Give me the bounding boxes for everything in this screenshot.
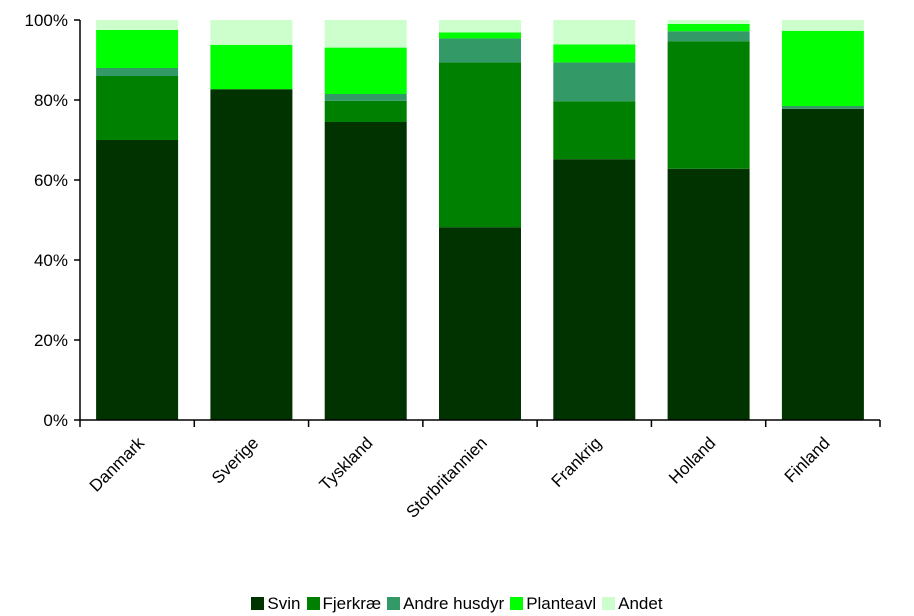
legend-swatch: [306, 597, 320, 610]
bar-holland-series-3: [667, 24, 750, 32]
legend-item: Svin: [251, 594, 301, 614]
bar-frankrig-series-2: [553, 62, 636, 102]
bar-tyskland-series-0: [324, 122, 407, 420]
bar-storbritannien-series-4: [439, 20, 521, 33]
y-tick-label: 40%: [34, 251, 68, 270]
legend-item: Andre husdyr: [387, 594, 504, 614]
bar-frankrig-series-3: [553, 44, 636, 63]
y-tick-label: 100%: [25, 11, 68, 30]
bar-holland-series-0: [667, 168, 750, 420]
y-tick-label: 0%: [43, 411, 68, 430]
bar-danmark-series-2: [96, 68, 179, 76]
bar-danmark-series-4: [96, 20, 179, 30]
x-category-label: Sverige: [208, 433, 262, 487]
bar-tyskland-series-1: [324, 100, 407, 122]
legend-swatch: [510, 597, 524, 610]
bar-storbritannien-series-2: [439, 38, 521, 63]
x-category-label: Storbritannien: [403, 433, 491, 521]
x-category-label: Danmark: [86, 433, 149, 496]
bar-storbritannien-series-1: [439, 62, 521, 228]
bar-danmark-series-0: [96, 140, 179, 420]
bar-holland-series-2: [667, 31, 750, 42]
bars-layer: [96, 20, 864, 421]
bar-sverige-series-0: [210, 89, 293, 420]
chart-svg: 0% 20% 40% 60% 80% 100% Danmark Sverige Tyskland…: [25, 11, 881, 522]
legend-label: Svin: [267, 594, 301, 613]
x-category-label: Finland: [781, 433, 834, 486]
y-tick-label: 80%: [34, 91, 68, 110]
bar-tyskland-series-2: [324, 94, 407, 101]
legend-swatch: [602, 597, 616, 610]
bar-frankrig-series-1: [553, 101, 636, 160]
legend-label: Fjerkræ: [322, 594, 382, 613]
bar-holland-series-1: [667, 41, 750, 169]
bar-danmark-series-1: [96, 76, 179, 140]
legend-item: Fjerkræ: [306, 594, 382, 614]
bar-finland-series-0: [781, 108, 864, 421]
legend: Svin Fjerkræ Andre husdyr Planteavl Andet: [0, 594, 914, 614]
bar-tyskland-series-4: [324, 20, 407, 48]
legend-label: Planteavl: [526, 594, 597, 613]
bar-finland-series-2: [781, 106, 864, 109]
legend-swatch: [387, 597, 401, 610]
bar-danmark-series-3: [96, 30, 179, 68]
bar-storbritannien-series-0: [439, 227, 521, 420]
bar-tyskland-series-3: [324, 47, 407, 94]
x-category-label: Frankrig: [548, 433, 606, 491]
x-category-label: Tyskland: [316, 433, 377, 494]
legend-item: Planteavl: [510, 594, 596, 614]
y-tick-label: 20%: [34, 331, 68, 350]
bar-finland-series-4: [781, 20, 864, 31]
bar-holland-series-4: [667, 20, 750, 24]
bar-frankrig-series-0: [553, 159, 636, 420]
legend-item: Andet: [602, 594, 663, 614]
legend-label: Andet: [618, 594, 663, 613]
bar-finland-series-3: [781, 30, 864, 106]
legend-swatch: [251, 597, 265, 610]
bar-storbritannien-series-3: [439, 32, 521, 39]
bar-sverige-series-3: [210, 44, 293, 90]
bar-frankrig-series-4: [553, 20, 636, 45]
bar-sverige-series-4: [210, 20, 293, 45]
y-tick-label: 60%: [34, 171, 68, 190]
x-category-label: Holland: [665, 433, 719, 487]
legend-label: Andre husdyr: [403, 594, 505, 613]
